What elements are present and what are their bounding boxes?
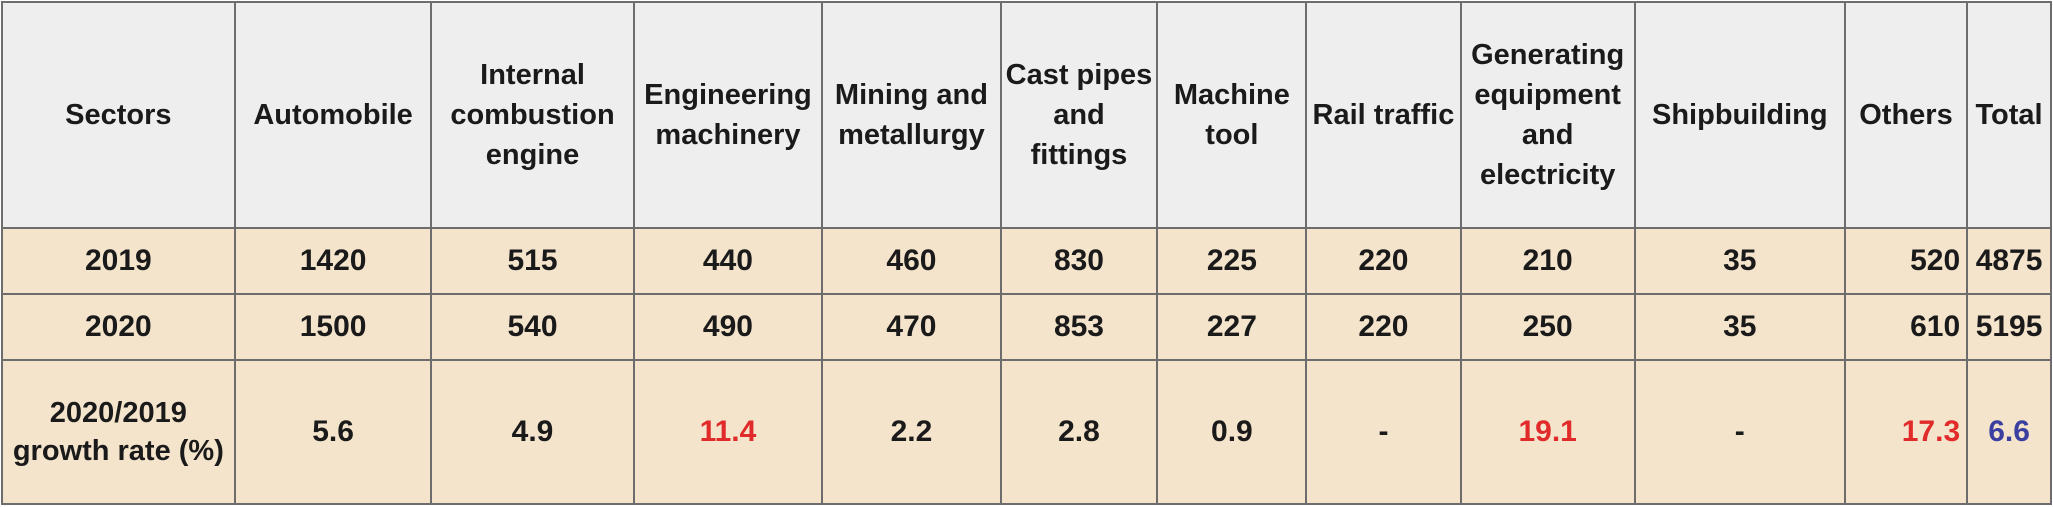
table-cell: 4.9 — [430, 359, 635, 505]
table-cell: 540 — [430, 293, 635, 361]
header-rail-traffic: Rail traffic — [1305, 1, 1462, 229]
table-cell: 1420 — [233, 227, 433, 295]
header-engineering-machinery: Engineering machinery — [632, 1, 824, 229]
table-cell: 515 — [430, 227, 635, 295]
table-cell: 5195 — [1966, 293, 2052, 361]
table-cell: 225 — [1156, 227, 1308, 295]
table-cell: 2.8 — [999, 359, 1159, 505]
table-cell: - — [1305, 359, 1462, 505]
table-cell: - — [1633, 359, 1846, 505]
header-others: Others — [1843, 1, 1969, 229]
table-cell: 490 — [632, 293, 824, 361]
table-cell-highlight: 11.4 — [632, 359, 824, 505]
header-automobile: Automobile — [233, 1, 433, 229]
header-total: Total — [1966, 1, 2052, 229]
row-label: 2020/2019 growth rate (%) — [1, 359, 236, 505]
table-cell: 220 — [1305, 293, 1462, 361]
table-cell: 460 — [821, 227, 1002, 295]
row-label: 2020 — [1, 293, 236, 361]
table-cell-highlight: 19.1 — [1459, 359, 1636, 505]
table-cell: 2.2 — [821, 359, 1002, 505]
row-label: 2019 — [1, 227, 236, 295]
table-cell: 0.9 — [1156, 359, 1308, 505]
table-cell: 220 — [1305, 227, 1462, 295]
header-shipbuilding: Shipbuilding — [1633, 1, 1846, 229]
table-cell: 470 — [821, 293, 1002, 361]
table-cell: 5.6 — [233, 359, 433, 505]
table-cell: 1500 — [233, 293, 433, 361]
header-generating-equipment: Generating equipment and electricity — [1459, 1, 1636, 229]
table-cell: 610 — [1843, 293, 1969, 361]
header-machine-tool: Machine tool — [1156, 1, 1308, 229]
table-cell: 440 — [632, 227, 824, 295]
table-cell: 250 — [1459, 293, 1636, 361]
table-cell: 227 — [1156, 293, 1308, 361]
table-cell: 35 — [1633, 293, 1846, 361]
table-cell: 520 — [1843, 227, 1969, 295]
table-cell: 853 — [999, 293, 1159, 361]
header-cast-pipes-and-fittings: Cast pipes and fittings — [999, 1, 1159, 229]
table-row: 2019 1420 515 440 460 830 225 220 210 35… — [1, 227, 2052, 295]
header-sectors: Sectors — [1, 1, 236, 229]
table-cell-highlight: 17.3 — [1843, 359, 1969, 505]
header-mining-and-metallurgy: Mining and metallurgy — [821, 1, 1002, 229]
header-row: Sectors Automobile Internal combustion e… — [1, 1, 2052, 229]
header-internal-combustion-engine: Internal combustion engine — [430, 1, 635, 229]
table-cell: 4875 — [1966, 227, 2052, 295]
table-cell: 210 — [1459, 227, 1636, 295]
table-cell: 830 — [999, 227, 1159, 295]
table-cell-total-highlight: 6.6 — [1966, 359, 2052, 505]
table-cell: 35 — [1633, 227, 1846, 295]
table-row: 2020 1500 540 490 470 853 227 220 250 35… — [1, 293, 2052, 361]
table-row: 2020/2019 growth rate (%) 5.6 4.9 11.4 2… — [1, 359, 2052, 505]
